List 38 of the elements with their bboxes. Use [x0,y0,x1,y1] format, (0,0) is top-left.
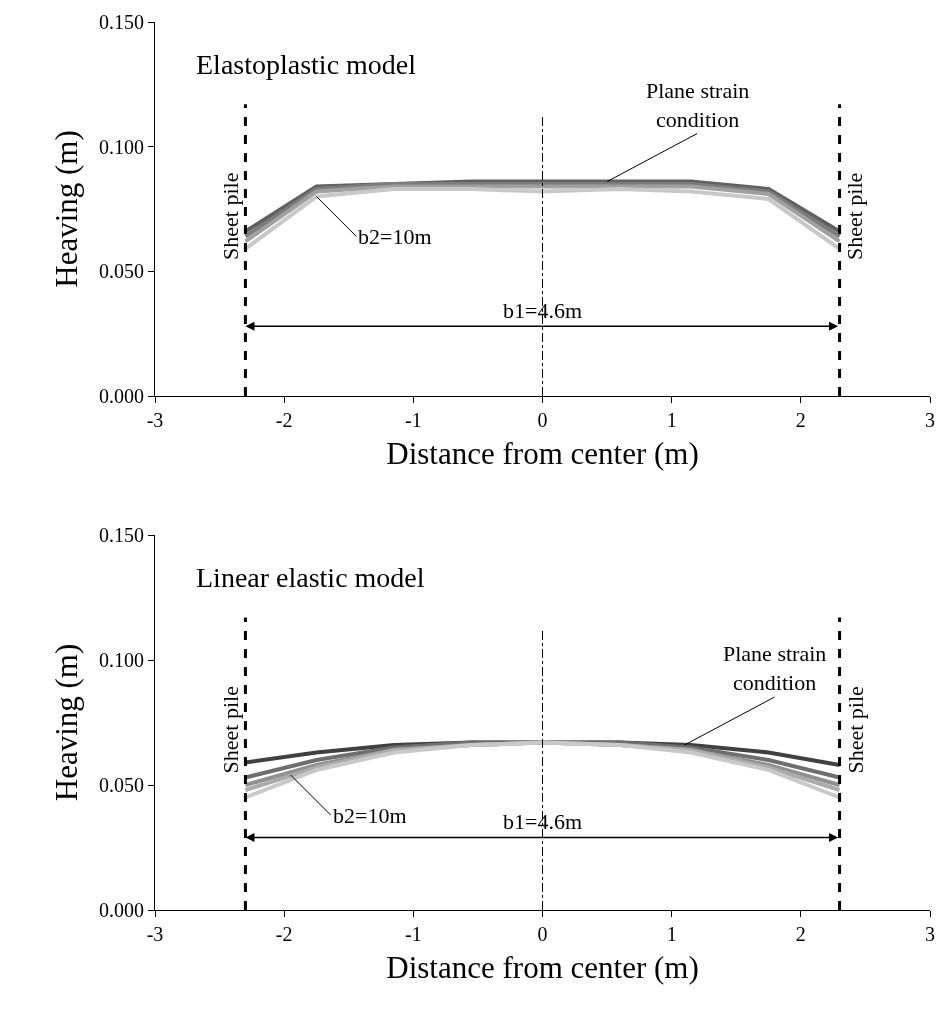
y-tick-label: 0.150 [99,11,144,33]
x-tick-label: -1 [404,409,422,431]
x-axis-title: Distance from center (m) [386,436,699,472]
annotation: b1=4.6m [503,298,583,323]
ref-line-label: Sheet pile [842,686,868,774]
x-tick-label: -3 [146,409,164,431]
text: Linear elastic model [196,562,425,593]
y-tick-label: 0.050 [99,774,144,796]
annotation: b1=4.6m [503,809,583,834]
x-tick-label: 3 [925,409,935,431]
y-tick-label: 0.000 [99,385,144,407]
annotation: Plane strain condition [646,78,750,132]
x-tick-label: 2 [795,923,806,945]
y-axis-title: Heaving (m) [48,130,84,288]
x-tick-label: 3 [925,923,935,945]
y-tick-label: 0.100 [99,135,144,158]
x-tick-label: -3 [146,923,164,945]
x-tick-label: -1 [404,923,422,945]
y-tick-label: 0.050 [99,260,144,283]
y-tick-label: 0.000 [99,899,144,921]
x-tick-label: 0 [537,409,548,431]
ref-line-label: Sheet pile [217,172,243,260]
annotation: b2=10m [333,803,407,828]
annotation: b2=10m [358,224,432,249]
ref-line-label: Sheet pile [218,686,244,774]
x-tick-label: 2 [795,409,806,431]
x-tick-label: 1 [666,923,677,945]
ref-line-label: Sheet pile [842,172,868,261]
x-tick-label: 1 [666,409,677,431]
x-tick-label: 0 [537,923,548,945]
text: Elastoplastic model [196,49,417,80]
y-tick-label: 0.150 [99,524,144,546]
annotation: Plane strain condition [723,641,827,695]
x-tick-label: -2 [275,409,293,431]
y-tick-label: 0.100 [99,649,144,671]
x-axis-title: Distance from center (m) [386,950,699,986]
x-tick-label: -2 [275,923,293,945]
y-axis-title: Heaving (m) [48,643,84,802]
